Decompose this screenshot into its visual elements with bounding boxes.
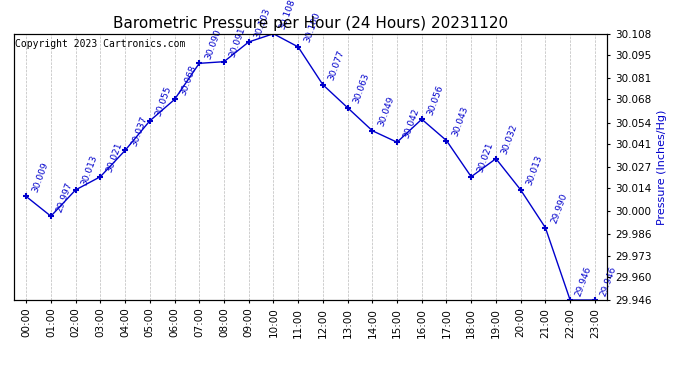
Text: 30.108: 30.108 xyxy=(277,0,297,31)
Text: 30.077: 30.077 xyxy=(327,49,346,82)
Text: 30.043: 30.043 xyxy=(451,105,470,138)
Y-axis label: Pressure (Inches/Hg): Pressure (Inches/Hg) xyxy=(657,109,667,225)
Text: 30.013: 30.013 xyxy=(80,154,99,187)
Text: 29.997: 29.997 xyxy=(55,181,75,213)
Text: 29.946: 29.946 xyxy=(574,265,593,297)
Text: 30.090: 30.090 xyxy=(204,28,223,60)
Text: Copyright 2023 Cartronics.com: Copyright 2023 Cartronics.com xyxy=(15,39,186,49)
Text: 30.055: 30.055 xyxy=(154,85,173,118)
Text: 30.021: 30.021 xyxy=(104,141,124,174)
Text: 30.037: 30.037 xyxy=(129,115,148,148)
Text: 30.063: 30.063 xyxy=(352,72,371,105)
Text: 30.091: 30.091 xyxy=(228,26,248,59)
Text: 30.013: 30.013 xyxy=(525,154,544,187)
Text: 29.990: 29.990 xyxy=(549,192,569,225)
Text: 30.032: 30.032 xyxy=(500,123,520,156)
Text: 30.103: 30.103 xyxy=(253,6,272,39)
Text: 30.056: 30.056 xyxy=(426,84,445,116)
Text: 29.946: 29.946 xyxy=(599,265,618,297)
Title: Barometric Pressure per Hour (24 Hours) 20231120: Barometric Pressure per Hour (24 Hours) … xyxy=(113,16,508,31)
Text: 30.049: 30.049 xyxy=(377,95,395,128)
Text: 30.042: 30.042 xyxy=(401,107,420,140)
Text: 30.068: 30.068 xyxy=(179,64,198,97)
Text: 30.009: 30.009 xyxy=(30,161,50,194)
Text: 30.100: 30.100 xyxy=(302,11,322,44)
Text: 30.021: 30.021 xyxy=(475,141,495,174)
